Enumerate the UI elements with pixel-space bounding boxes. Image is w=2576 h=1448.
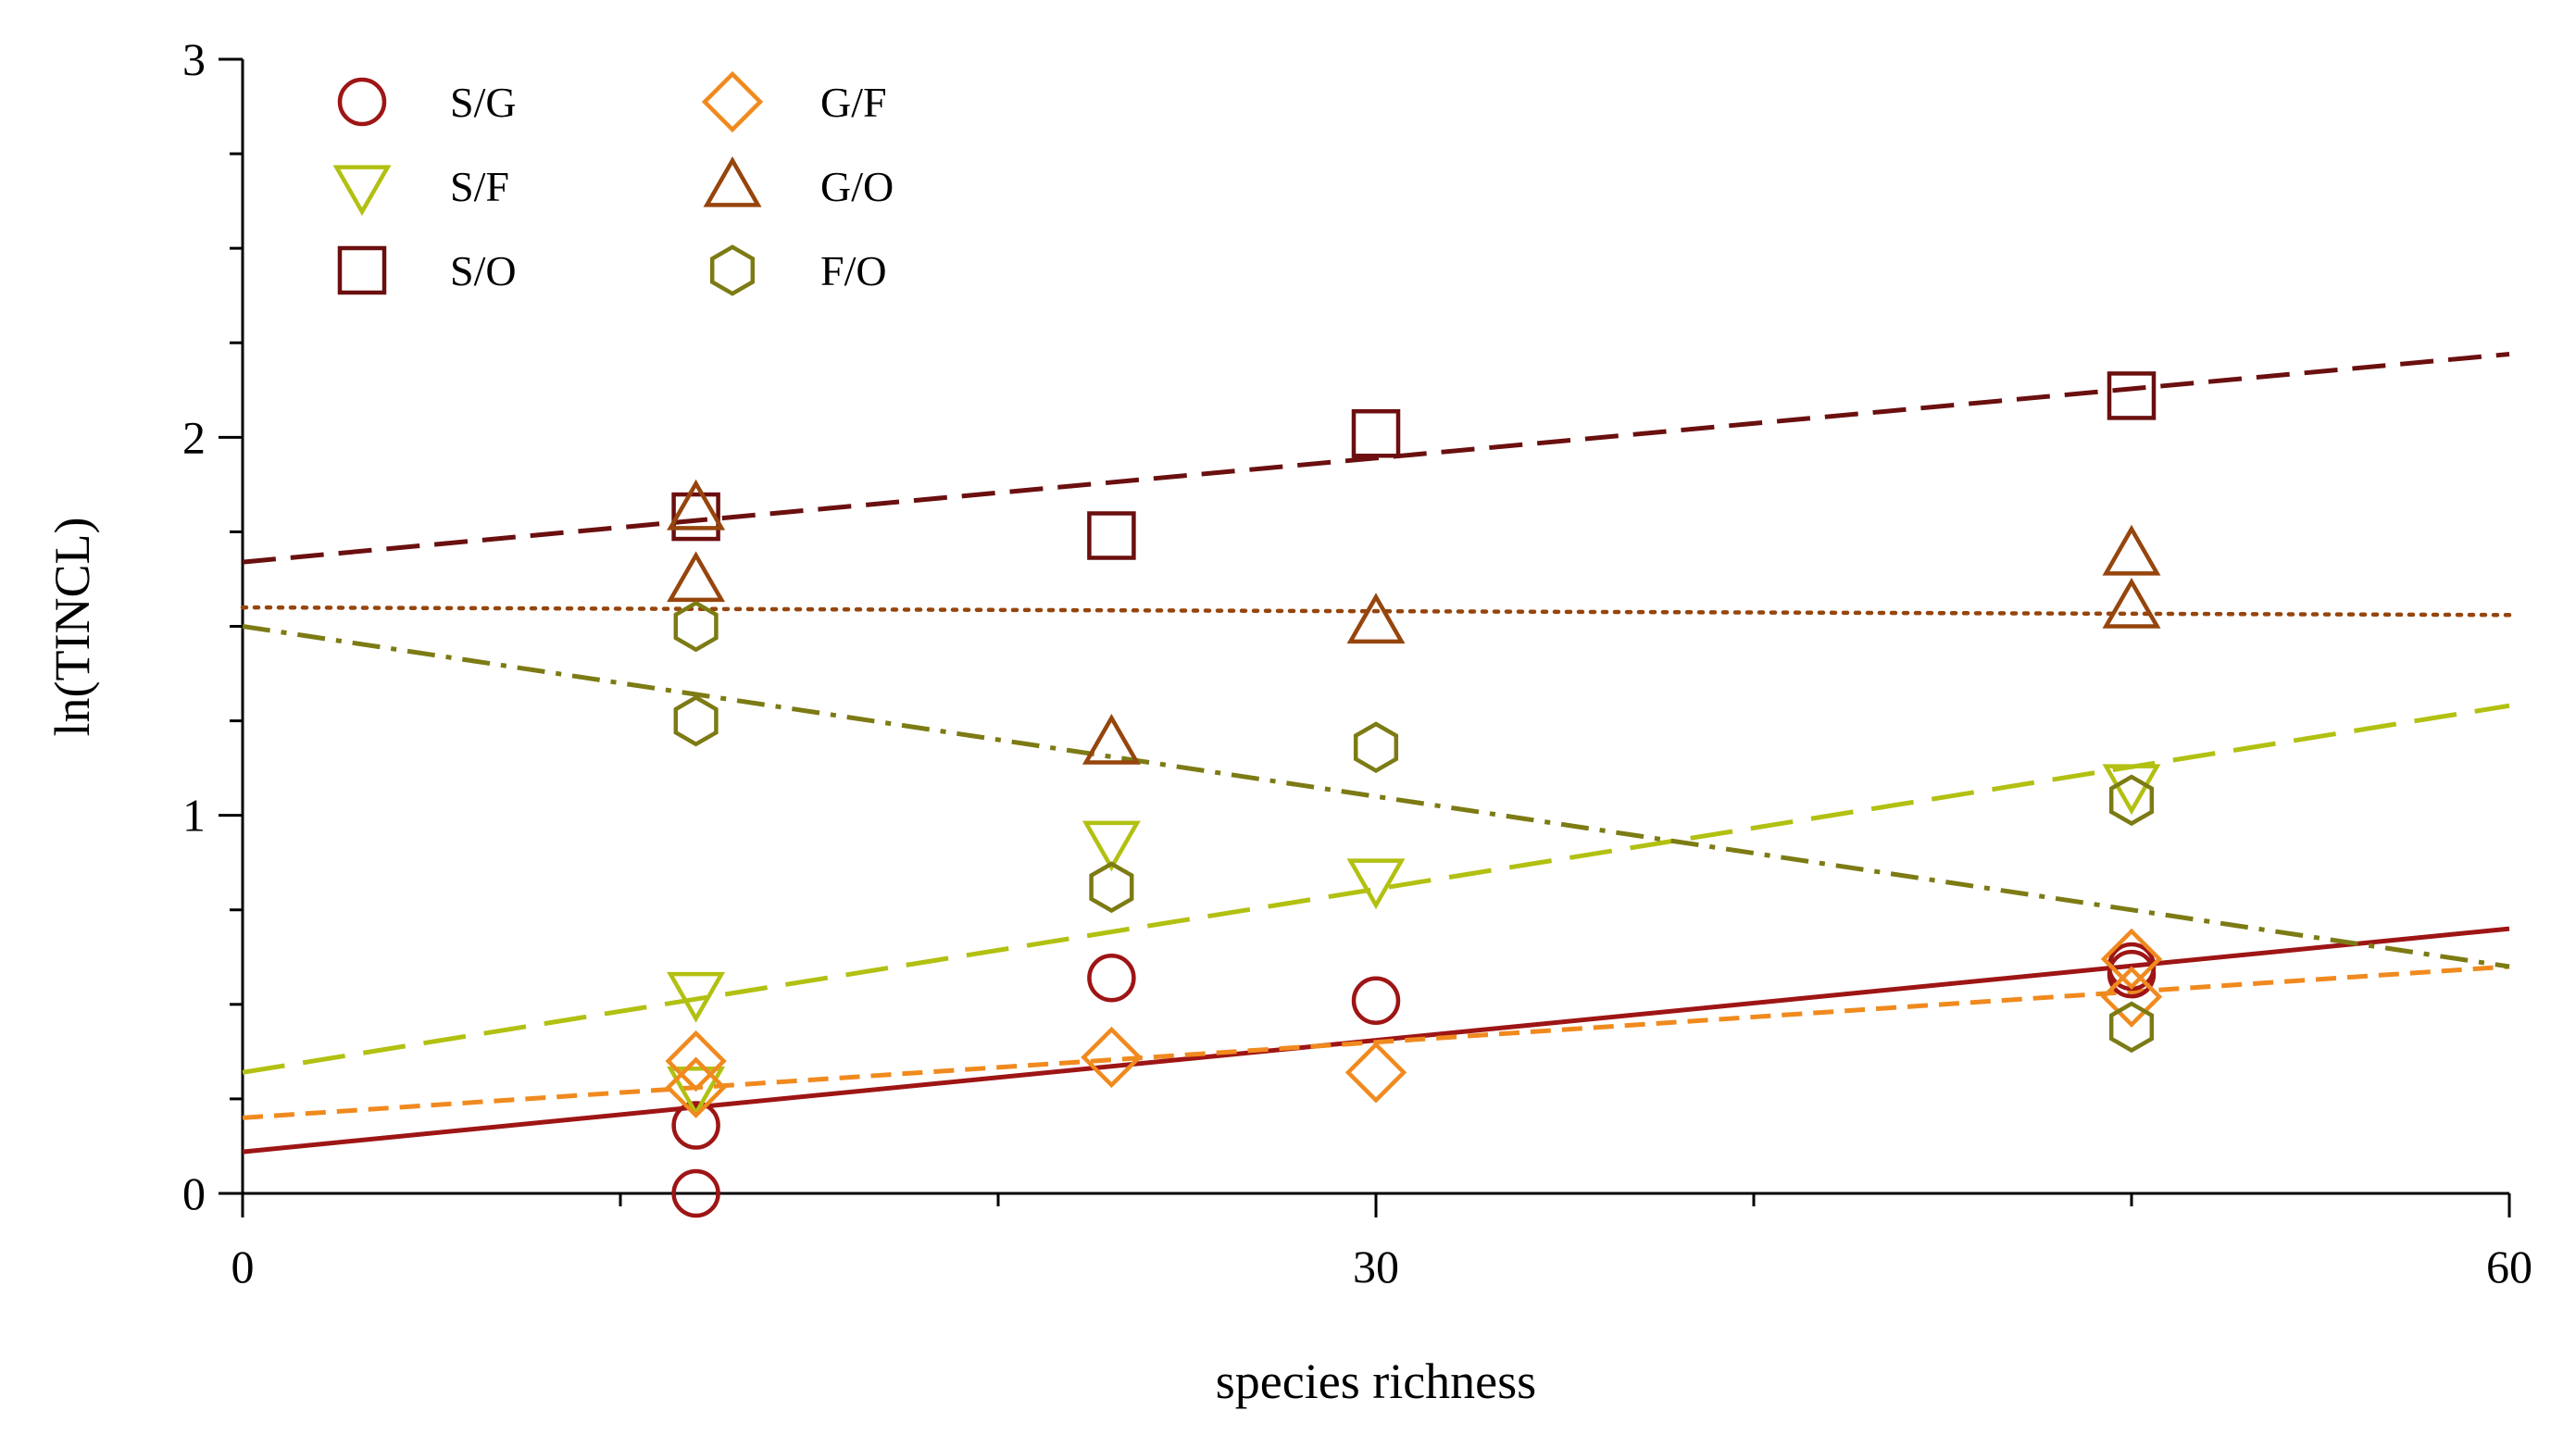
- series-f-o: [673, 600, 2155, 1054]
- legend-marker: [337, 77, 387, 127]
- data-point: [1344, 1042, 1407, 1104]
- series-s-o: [671, 371, 2157, 560]
- legend-label: S/O: [450, 247, 517, 294]
- data-point: [2102, 764, 2161, 816]
- x-axis-title: species richness: [1216, 1354, 1536, 1409]
- data-point: [2100, 928, 2163, 991]
- legend-item: S/F: [332, 163, 509, 217]
- legend-item: G/O: [703, 156, 894, 210]
- y-tick-label: 3: [182, 33, 206, 85]
- series-s-f: [667, 764, 2161, 1117]
- data-point: [1353, 721, 1399, 773]
- data-point: [671, 492, 720, 542]
- legend-marker: [701, 70, 764, 133]
- data-point: [665, 1056, 727, 1118]
- data-point: [1087, 954, 1136, 1003]
- legend: S/G S/F S/O G/F G/O F/O: [332, 70, 894, 296]
- series-s-g: [671, 942, 2157, 1218]
- data-point: [671, 1101, 720, 1150]
- y-tick-label: 1: [182, 790, 206, 842]
- y-axis-title: ln(TINCL): [44, 518, 100, 737]
- data-point: [1089, 861, 1134, 914]
- data-point: [2100, 966, 2163, 1028]
- data-point: [1351, 409, 1401, 458]
- data-point: [2102, 524, 2161, 576]
- trend-line-f-o: [242, 624, 2510, 969]
- data-point: [667, 1067, 726, 1117]
- legend-marker: [332, 165, 392, 217]
- legend-item: F/O: [709, 244, 887, 296]
- legend-marker: [703, 156, 762, 207]
- x-tick-label: 60: [2486, 1241, 2532, 1292]
- data-point: [2107, 371, 2157, 420]
- y-tick-label: 2: [182, 411, 206, 463]
- data-point: [671, 1168, 720, 1218]
- trend-line-s-o: [242, 352, 2510, 565]
- data-point: [2108, 774, 2155, 827]
- x-tick-label: 0: [231, 1241, 255, 1292]
- data-point: [2102, 577, 2161, 629]
- trend-lines: [240, 352, 2512, 1155]
- data-point: [1081, 1026, 1143, 1089]
- data-point: [1351, 976, 1401, 1025]
- series-g-o: [667, 479, 2161, 765]
- data-point: [667, 551, 726, 603]
- series-g-f: [665, 928, 2163, 1118]
- legend-label: F/O: [820, 247, 887, 294]
- y-tick-label: 0: [182, 1167, 206, 1219]
- data-points: [665, 371, 2163, 1218]
- legend-label: S/F: [450, 163, 509, 210]
- legend-item: S/O: [337, 245, 517, 295]
- data-point: [673, 694, 719, 747]
- data-point: [1082, 713, 1141, 765]
- legend-item: G/F: [701, 70, 887, 133]
- trend-line-g-o: [240, 605, 2512, 618]
- data-point: [673, 600, 719, 653]
- legend-marker: [337, 245, 387, 295]
- axis-ticks: [219, 57, 2511, 1217]
- x-tick-label: 30: [1353, 1241, 1399, 1292]
- data-point: [2108, 1001, 2155, 1054]
- data-point: [667, 479, 726, 531]
- data-point: [667, 971, 726, 1023]
- data-point: [1082, 820, 1141, 872]
- data-point: [1346, 858, 1406, 910]
- legend-item: S/G: [337, 77, 517, 127]
- data-point: [665, 1030, 727, 1092]
- legend-marker: [709, 244, 756, 296]
- data-point: [1087, 511, 1136, 560]
- data-point: [1346, 593, 1406, 644]
- legend-label: G/F: [820, 79, 887, 126]
- trend-line-s-f: [242, 703, 2510, 1075]
- legend-label: G/O: [820, 163, 894, 210]
- legend-label: S/G: [450, 79, 517, 126]
